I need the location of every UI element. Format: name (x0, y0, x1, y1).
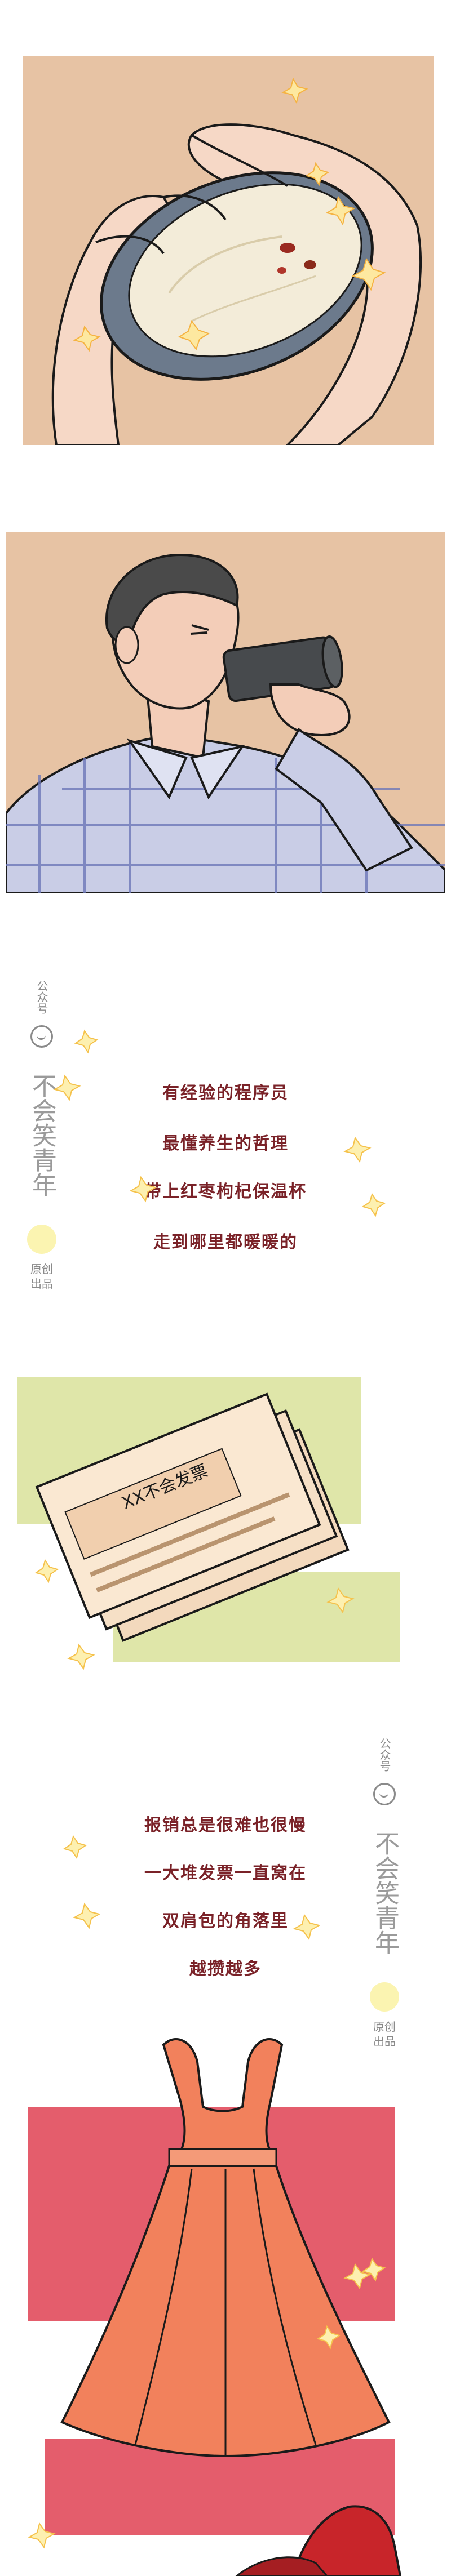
sparkle-icon (343, 2263, 372, 2290)
sparkle-icon (343, 1136, 372, 1163)
receipts-drawing: XX不会发票 (34, 1392, 355, 1670)
sparkle-icon (326, 1587, 355, 1614)
sparkle-icon (74, 1029, 99, 1054)
watermark-bottom-label: 原创出品 (373, 2020, 396, 2048)
smiley-icon (27, 1225, 56, 1254)
watermark-top-label: 公众号 (378, 1738, 391, 1772)
man-drinking-drawing (6, 553, 445, 893)
sparkle-icon (361, 1193, 386, 1217)
sparkle-icon (34, 1559, 59, 1583)
illustration-man-drinking (6, 532, 445, 893)
sparkle-icon (129, 1176, 157, 1203)
sparkles-2 (63, 1835, 321, 1941)
smiley-icon (370, 1982, 399, 2012)
sparkle-icon (73, 325, 101, 352)
face-icon (30, 1025, 53, 1048)
sparkle-icon (281, 77, 308, 104)
illustration-hands-cup (23, 56, 434, 445)
sparkle-icon (325, 195, 356, 226)
watermark-top-label: 公众号 (35, 980, 48, 1014)
sparkle-icon (293, 1914, 321, 1941)
sparkle-icon (28, 2522, 56, 2549)
sparkle-icon (361, 2257, 386, 2282)
sparkle-icon (63, 1835, 87, 1859)
caption-2-line-1: 报销总是很难也很慢 (144, 1816, 307, 1835)
sparkle-icon (316, 2325, 341, 2350)
sparkle-icon (73, 1902, 101, 1929)
caption-2-line-4: 越攒越多 (189, 1959, 262, 1979)
caption-2-line-2: 一大堆发票一直窝在 (144, 1863, 307, 1883)
caption-1-line-2: 最懂养生的哲理 (162, 1134, 289, 1154)
caption-1-line-4: 走到哪里都暖暖的 (153, 1233, 298, 1252)
sparkle-icon (67, 1643, 95, 1670)
sparkle-icon (178, 319, 210, 351)
watermark-right: 公众号 不会笑青年 原创出品 (368, 1732, 401, 2049)
caption-1-line-3: 带上红枣枸杞保温杯 (144, 1182, 307, 1202)
watermark-left: 公众号 不会笑青年 原创出品 (25, 975, 59, 1291)
caption-2-line-3: 双肩包的角落里 (162, 1911, 289, 1931)
hands-cup-drawing (51, 77, 422, 445)
caption-1-line-1: 有经验的程序员 (162, 1083, 289, 1103)
dress-shoe-drawing (28, 2038, 402, 2576)
watermark-bottom-label: 原创出品 (30, 1262, 53, 1291)
watermark-brand: 不会笑青年 (370, 1831, 399, 1955)
watermark-brand: 不会笑青年 (28, 1073, 56, 1197)
sparkle-icon (53, 1074, 81, 1101)
face-icon (373, 1783, 396, 1805)
sparkle-icon (305, 162, 330, 186)
sparkle-icon (351, 257, 386, 291)
sparkles-1 (53, 1029, 386, 1217)
